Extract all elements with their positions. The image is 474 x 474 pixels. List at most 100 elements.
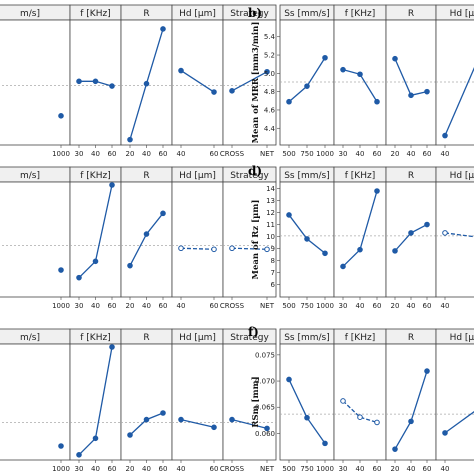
y-tick-label: 10 [266,233,275,241]
panel-label: b) [248,6,262,20]
x-tick-label: 40 [91,150,100,158]
series-line [444,410,474,434]
factor-header-label: m/s] [20,9,40,19]
x-tick-label: 1000 [52,150,70,158]
data-point [160,410,166,416]
data-point [92,435,99,442]
data-point [357,414,363,420]
data-point [127,262,133,269]
factor-header-label: Hd [µm] [179,171,216,181]
data-point [357,246,363,253]
data-point [442,430,448,436]
factor-header-label: Strategy [230,333,269,343]
x-tick-label: 40 [142,150,151,158]
y-tick-label: 7 [271,269,275,277]
x-tick-label: 40 [407,465,416,473]
x-tick-label: 60 [159,465,168,473]
x-tick-label: 60 [373,465,382,473]
data-point [58,267,64,273]
x-tick-label: 1000 [52,465,70,473]
x-tick-label: 40 [441,302,450,310]
data-point [264,425,270,432]
factor-header-label: R [143,171,149,181]
data-point [374,419,380,426]
factor-header-label: m/s] [20,333,40,343]
data-point [211,424,217,431]
data-point [424,221,430,228]
data-point [424,368,430,374]
factor-plot-area [435,343,474,461]
series-line [180,70,215,93]
factor-header-label: R [143,9,149,19]
factor-header-label: f [KHz] [345,333,375,343]
x-tick-label: 750 [300,465,313,473]
panel-label: d) [248,164,262,178]
x-tick-label: 20 [391,150,400,158]
x-tick-label: 40 [177,465,186,473]
factor-header-label: f [KHz] [345,9,375,19]
x-tick-label: 750 [300,150,313,158]
y-tick-label: 5.2 [264,52,275,60]
data-point [264,68,270,75]
factor-header-label: Hd [µm] [450,9,474,19]
x-tick-label: 40 [407,150,416,158]
data-point [408,230,414,236]
x-tick-label: 40 [441,150,450,158]
y-tick-label: 11 [266,221,275,229]
data-point [92,258,99,265]
factor-plot-area [120,181,173,298]
panel-label: f) [248,325,259,339]
factor-plot-area [222,343,277,461]
x-tick-label: 40 [407,302,416,310]
factor-plot-area [0,19,71,146]
y-tick-label: 0.075 [255,351,275,359]
x-tick-label: 30 [75,150,84,158]
factor-plot-area [120,343,173,461]
data-point [211,89,217,95]
factor-plot-area [385,343,437,461]
factor-plot-area [171,181,224,298]
x-tick-label: 1000 [52,302,70,310]
data-point [58,113,64,119]
data-point [322,250,328,257]
factor-header-label: Strategy [230,9,269,19]
data-point [340,66,346,73]
data-point [322,440,328,447]
data-point [322,54,328,61]
x-tick-label: 40 [142,302,151,310]
x-tick-label: 30 [75,465,84,473]
factor-header-label: R [143,333,149,343]
data-point [392,55,398,62]
y-tick-label: 4.8 [264,88,275,96]
x-tick-label: NET [260,302,275,310]
x-tick-label: 60 [373,150,382,158]
data-point [109,83,115,89]
x-tick-label: 40 [177,302,186,310]
data-point [58,443,64,449]
data-point [286,376,292,383]
x-tick-label: 20 [126,150,135,158]
y-tick-label: 14 [266,185,275,193]
data-point [92,78,99,85]
factor-plot-area [385,19,437,146]
data-point [408,92,414,99]
data-point [408,418,414,425]
factor-plot-area [222,181,277,298]
data-point [229,416,235,423]
y-tick-label: 4.6 [264,106,276,114]
data-point [109,182,115,188]
x-tick-label: 20 [391,465,400,473]
x-tick-label: 60 [423,465,432,473]
data-point [304,236,310,242]
y-tick-label: 0.060 [255,430,275,438]
x-tick-label: 1000 [316,150,334,158]
data-point [424,88,430,95]
x-tick-label: 40 [91,302,100,310]
x-tick-label: CROSS [220,465,245,473]
x-tick-label: 60 [108,302,117,310]
data-point [127,136,133,143]
series-line [342,400,378,424]
x-tick-label: 60 [373,302,382,310]
chart-panel: m/s] 1000 f [KHz] 30 40 60 R 20 40 60 Hd [µm] 40 60 S… [0,328,277,473]
chart-panel: m/s] 1000 f [KHz] 30 40 60 R 20 40 60 Hd [µm] 40 60 S… [0,166,277,310]
